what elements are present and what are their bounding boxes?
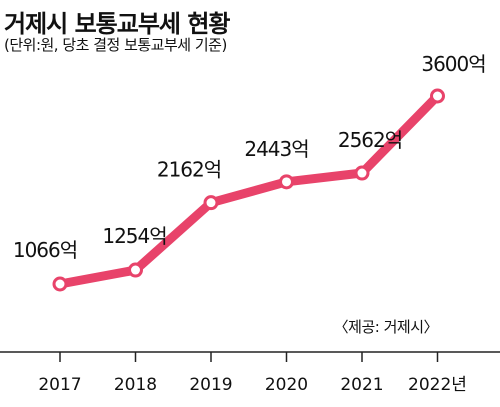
x-tick-label: 2018 xyxy=(114,375,157,395)
data-point-marker xyxy=(52,276,68,292)
data-label: 1066억 xyxy=(13,238,77,262)
chart-subtitle: (단위:원, 당초 결정 보통교부세 기준) xyxy=(4,36,227,54)
series-line xyxy=(55,91,442,289)
x-tick-label: 2017 xyxy=(38,375,81,395)
data-point-marker xyxy=(430,88,445,104)
data-point-marker xyxy=(203,195,219,211)
x-tick-label: 2021 xyxy=(340,375,383,395)
data-point-marker xyxy=(279,174,294,190)
x-tick-label: 2019 xyxy=(189,375,232,395)
data-label: 3600억 xyxy=(421,52,485,76)
chart-title: 거제시 보통교부세 현황 xyxy=(4,10,231,38)
data-label: 2162억 xyxy=(157,158,221,182)
data-label: 1254억 xyxy=(102,224,166,248)
x-tick-label: 2020 xyxy=(265,375,308,395)
data-label: 2443억 xyxy=(244,137,308,161)
data-label: 2562억 xyxy=(338,128,402,152)
data-point-marker xyxy=(128,262,143,278)
x-tick-label: 2022년 xyxy=(408,375,467,395)
source-credit: 〈제공: 거제시〉 xyxy=(333,318,439,336)
data-point-marker xyxy=(354,165,370,181)
